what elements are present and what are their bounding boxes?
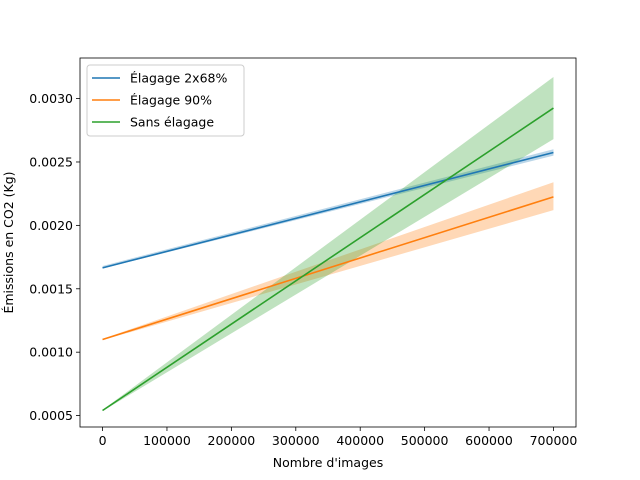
- series-line-1: [102, 151, 554, 269]
- y-tick-label: 0.0020: [29, 218, 73, 233]
- confidence-band-2: [102, 182, 554, 341]
- y-tick-label: 0.0010: [29, 345, 73, 360]
- series-lines: [102, 107, 554, 412]
- y-axis-ticks: 0.0005 0.0010 0.0015 0.0020 0.0025 0.0030: [29, 91, 80, 423]
- confidence-band-3: [102, 77, 554, 412]
- legend-label-3: Sans élagage: [130, 115, 214, 130]
- series-line-3: [102, 107, 554, 412]
- x-tick-label: 400000: [336, 433, 384, 448]
- legend: Élagage 2x68% Élagage 90% Sans élagage: [86, 64, 245, 137]
- x-tick-label: 200000: [208, 433, 256, 448]
- y-tick-label: 0.0005: [29, 408, 73, 423]
- legend-box: [86, 64, 245, 137]
- plot-frame: [79, 57, 577, 428]
- x-axis-ticks: 0 100000 200000 300000 400000 500000 600000 700…: [99, 427, 578, 448]
- y-tick-label: 0.0015: [29, 281, 73, 296]
- x-tick-label: 100000: [143, 433, 191, 448]
- x-axis-label: Nombre d'images: [273, 455, 383, 470]
- y-tick-label: 0.0025: [29, 154, 73, 169]
- y-axis-label: Émissions en CO2 (Kg): [1, 171, 16, 313]
- legend-label-2: Élagage 90%: [130, 93, 212, 108]
- x-tick-label: 0: [99, 433, 107, 448]
- x-tick-label: 300000: [272, 433, 320, 448]
- x-tick-label: 700000: [530, 433, 578, 448]
- y-tick-label: 0.0030: [29, 91, 73, 106]
- series-line-2: [102, 196, 554, 341]
- legend-label-1: Élagage 2x68%: [130, 71, 227, 86]
- x-tick-label: 600000: [465, 433, 513, 448]
- x-tick-label: 500000: [401, 433, 449, 448]
